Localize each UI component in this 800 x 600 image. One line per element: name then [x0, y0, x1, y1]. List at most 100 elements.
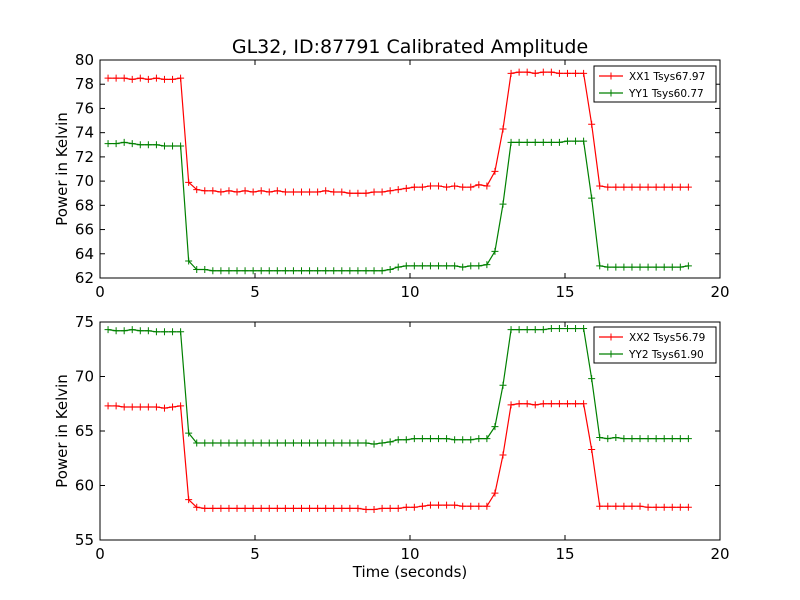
- data-point: [563, 69, 571, 77]
- data-point: [426, 501, 434, 509]
- data-point: [346, 189, 354, 197]
- data-point: [620, 263, 628, 271]
- data-point: [652, 503, 660, 511]
- data-point: [338, 504, 346, 512]
- data-point: [225, 504, 233, 512]
- data-point: [104, 402, 112, 410]
- chart-title: GL32, ID:87791 Calibrated Amplitude: [232, 36, 588, 58]
- data-point: [241, 504, 249, 512]
- data-point: [612, 434, 620, 442]
- legend-marker: [607, 89, 615, 97]
- data-point: [185, 178, 193, 186]
- data-point: [201, 266, 209, 274]
- data-point: [588, 194, 596, 202]
- data-point: [201, 504, 209, 512]
- y-tick-label: 65: [75, 422, 94, 440]
- data-point: [144, 403, 152, 411]
- data-point: [289, 504, 297, 512]
- data-point: [652, 263, 660, 271]
- data-point: [160, 142, 168, 150]
- data-point: [169, 75, 177, 83]
- data-point: [410, 503, 418, 511]
- series-markers-2: [104, 325, 692, 448]
- data-point: [185, 429, 193, 437]
- data-point: [402, 503, 410, 511]
- data-point: [652, 183, 660, 191]
- legend-box: [593, 326, 717, 364]
- data-point: [185, 496, 193, 504]
- data-point: [451, 262, 459, 270]
- data-point: [459, 263, 467, 271]
- data-point: [273, 267, 281, 275]
- data-point: [451, 436, 459, 444]
- y-tick-label: 66: [75, 221, 94, 239]
- y-tick-label: 78: [75, 75, 94, 93]
- y-axis-label: Power in Kelvin: [53, 112, 71, 226]
- data-point: [418, 502, 426, 510]
- data-point: [402, 184, 410, 192]
- data-point: [539, 400, 547, 408]
- data-point: [410, 262, 418, 270]
- data-point: [531, 326, 539, 334]
- data-point: [523, 138, 531, 146]
- data-point: [289, 188, 297, 196]
- x-tick-label: 10: [400, 545, 419, 563]
- data-point: [338, 188, 346, 196]
- data-point: [120, 74, 128, 82]
- data-point: [515, 400, 523, 408]
- data-point: [185, 257, 193, 265]
- data-point: [596, 182, 604, 190]
- x-tick-label: 15: [555, 283, 574, 301]
- data-point: [281, 188, 289, 196]
- data-point: [555, 138, 563, 146]
- top-subplot: 0 5 10 15 20 62 64 66 68 70 72 74 76 78 80 Power in Kel…: [53, 51, 730, 301]
- x-tick-label: 5: [250, 545, 260, 563]
- data-point: [233, 439, 241, 447]
- data-point: [354, 267, 362, 275]
- data-point: [676, 263, 684, 271]
- legend-label: XX2 Tsys56.79: [629, 332, 705, 344]
- data-point: [322, 439, 330, 447]
- data-point: [394, 263, 402, 271]
- data-point: [298, 504, 305, 512]
- y-tick-label: 70: [75, 172, 94, 190]
- data-point: [241, 187, 249, 195]
- data-point: [467, 502, 475, 510]
- data-point: [386, 187, 394, 195]
- data-point: [330, 439, 338, 447]
- x-axis-label: Time (seconds): [352, 563, 468, 581]
- data-point: [289, 267, 297, 275]
- data-point: [443, 183, 451, 191]
- data-point: [362, 267, 370, 275]
- data-point: [676, 435, 684, 443]
- legend-label: YY1 Tsys60.77: [628, 88, 704, 100]
- data-point: [217, 188, 225, 196]
- data-point: [362, 189, 370, 197]
- data-point: [507, 401, 515, 409]
- data-point: [596, 262, 604, 270]
- data-point: [499, 381, 507, 389]
- x-tick-label: 0: [95, 545, 105, 563]
- data-point: [668, 503, 676, 511]
- data-point: [217, 439, 225, 447]
- data-point: [233, 188, 241, 196]
- data-point: [410, 435, 418, 443]
- data-point: [612, 263, 620, 271]
- data-point: [426, 435, 434, 443]
- data-point: [193, 186, 201, 194]
- data-point: [152, 74, 160, 82]
- data-point: [628, 183, 636, 191]
- data-point: [241, 267, 249, 275]
- data-point: [515, 138, 523, 146]
- data-point: [193, 266, 201, 274]
- data-point: [523, 326, 531, 334]
- data-point: [112, 402, 120, 410]
- data-point: [370, 505, 378, 513]
- data-point: [281, 267, 289, 275]
- data-point: [120, 403, 128, 411]
- data-point: [547, 325, 555, 333]
- data-point: [580, 325, 588, 333]
- data-point: [435, 435, 443, 443]
- data-point: [604, 502, 612, 510]
- data-point: [451, 501, 459, 509]
